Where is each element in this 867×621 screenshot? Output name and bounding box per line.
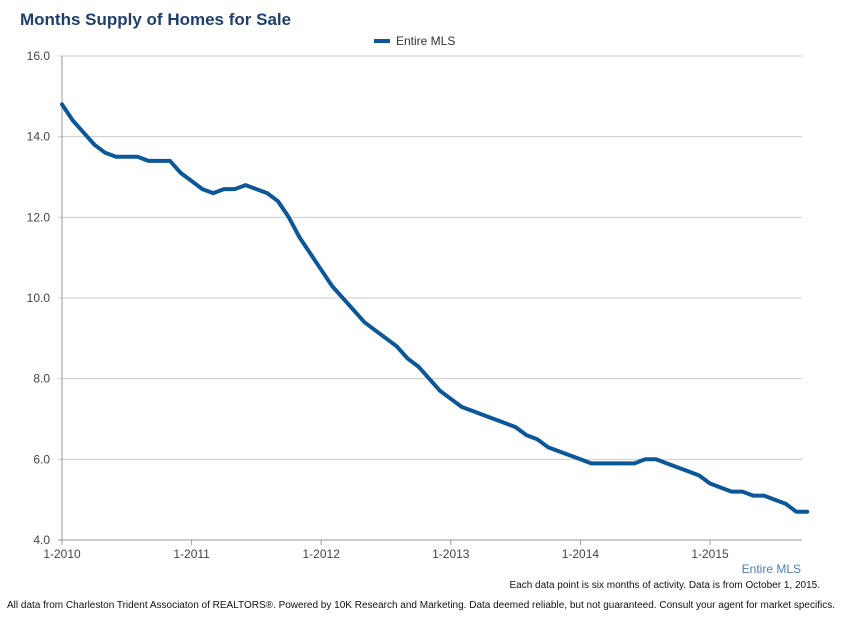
data-note: Each data point is six months of activit… — [509, 580, 820, 591]
y-tick-label: 14.0 — [27, 130, 51, 144]
footer-disclaimer: All data from Charleston Trident Associa… — [7, 600, 835, 611]
y-tick-label: 6.0 — [33, 452, 50, 466]
y-tick-label: 16.0 — [27, 49, 51, 63]
x-tick-label: 1-2015 — [691, 547, 729, 561]
legend-label: Entire MLS — [396, 34, 456, 48]
y-tick-label: 4.0 — [33, 533, 50, 547]
y-tick-label: 10.0 — [27, 291, 51, 305]
y-tick-label: 12.0 — [27, 210, 51, 224]
x-tick-label: 1-2010 — [43, 547, 81, 561]
y-axis: 4.0 6.0 8.0 10.0 12.0 14.0 16.0 — [27, 49, 51, 547]
x-tick-label: 1-2012 — [303, 547, 341, 561]
series-tag: Entire MLS — [741, 562, 801, 576]
y-tick-label: 8.0 — [33, 372, 50, 386]
grid-layer — [58, 55, 802, 541]
x-axis: 1-2010 1-2011 1-2012 1-2013 1-2014 1-2015 — [43, 540, 729, 561]
legend-swatch — [374, 39, 390, 43]
legend[interactable]: Entire MLS — [374, 34, 455, 48]
x-tick-label: 1-2013 — [432, 547, 470, 561]
x-tick-label: 1-2011 — [173, 547, 210, 561]
series-line-entire-mls[interactable] — [60, 102, 810, 514]
chart-title: Months Supply of Homes for Sale — [20, 10, 292, 29]
x-tick-label: 1-2014 — [562, 547, 600, 561]
series-layer — [60, 102, 810, 514]
